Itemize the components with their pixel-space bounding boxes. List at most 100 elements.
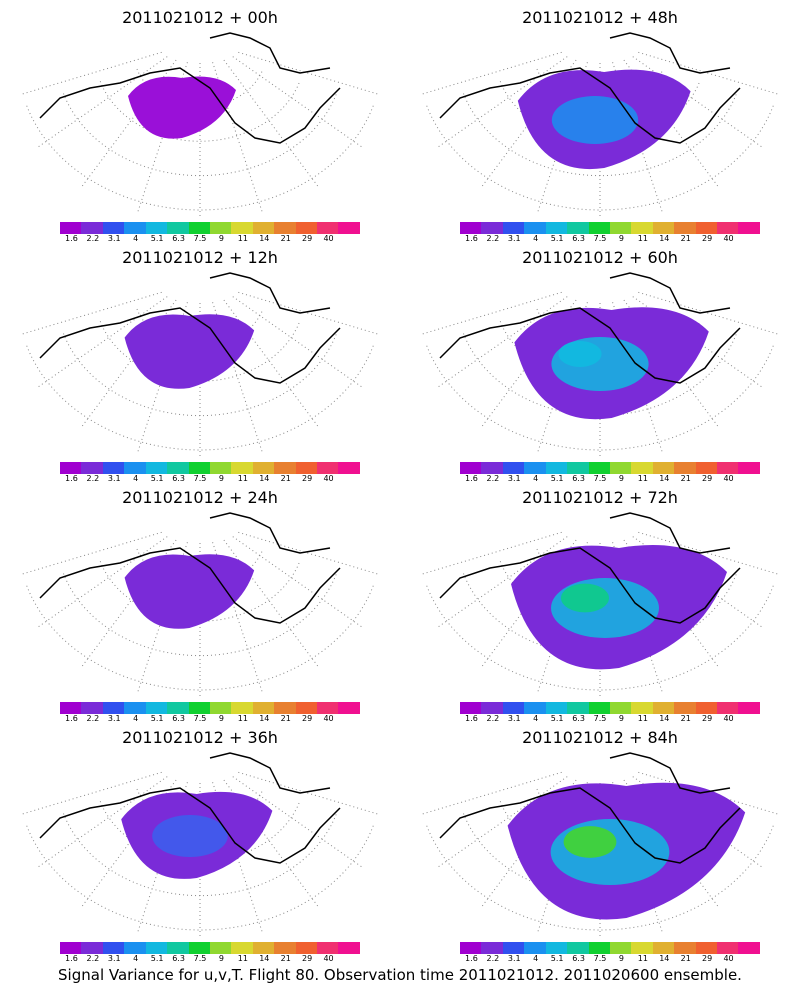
variance-core (551, 96, 639, 144)
meridian-line (136, 62, 188, 215)
colorbar-tick-label: 29 (702, 714, 713, 723)
colorbar-labels: 1.6 2.2 3.1 4 5.1 6.3 7.5 9 11 14 21 29 40 (60, 474, 360, 484)
meridian-line (223, 539, 320, 669)
meridian-line (238, 291, 380, 336)
colorbar-tick-label: 1.6 (465, 714, 478, 723)
colorbar-swatch (81, 702, 103, 714)
colorbar-swatch (274, 702, 296, 714)
colorbar-tick-label: 4 (133, 234, 139, 243)
colorbar-tick-label: 6.3 (572, 474, 585, 483)
colorbar-tick-label: 3.1 (107, 954, 121, 963)
colorbar-tick-label: 29 (302, 714, 313, 723)
colorbar-tick-label: 7.5 (593, 234, 607, 243)
colorbar-swatch (738, 942, 760, 954)
colorbar-tick-label: 5.1 (550, 234, 564, 243)
colorbar-tick-label: 3.1 (107, 234, 121, 243)
colorbar-swatch (631, 462, 653, 474)
colorbar-tick-label: 6.3 (572, 714, 585, 723)
colorbar-swatch (717, 942, 739, 954)
colorbar-swatch (652, 942, 675, 954)
latitude-circle (426, 105, 774, 211)
colorbar-swatch (317, 222, 339, 234)
colorbar-tick-label: 2.2 (86, 954, 100, 963)
colorbar-swatch (524, 942, 546, 954)
colorbar-tick-label: 40 (323, 954, 334, 963)
colorbar-tick-label: 11 (237, 474, 248, 483)
colorbar-tick-label: 7.5 (193, 474, 207, 483)
colorbar-swatch (545, 222, 568, 234)
meridian-line (420, 531, 562, 576)
colorbar-swatch (274, 222, 296, 234)
colorbar-tick-label: 21 (280, 234, 291, 243)
colorbar-tick-label: 3.1 (507, 714, 521, 723)
polar-map (20, 272, 380, 458)
colorbar-swatch (545, 942, 568, 954)
variance-peak (561, 583, 609, 613)
latitude-circle (26, 585, 374, 691)
colorbar-tick-label: 14 (659, 714, 670, 723)
colorbar-swatch (588, 702, 610, 714)
colorbar-swatch (674, 702, 696, 714)
colorbar-swatch (145, 222, 168, 234)
colorbar-swatch (60, 462, 82, 474)
colorbar-tick-label: 3.1 (507, 474, 521, 483)
colorbar-labels: 1.6 2.2 3.1 4 5.1 6.3 7.5 9 11 14 21 29 40 (460, 714, 760, 724)
colorbar-tick-label: 1.6 (465, 234, 478, 243)
colorbar-swatch (209, 222, 232, 234)
colorbar-swatch (717, 702, 739, 714)
colorbar-labels: 1.6 2.2 3.1 4 5.1 6.3 7.5 9 11 14 21 29 40 (460, 474, 760, 484)
colorbar-tick-label: 14 (259, 474, 270, 483)
colorbar-tick-label: 3.1 (107, 714, 121, 723)
coastline (39, 272, 341, 384)
colorbar-swatch (567, 702, 589, 714)
meridian-line (632, 56, 765, 149)
coastline (439, 32, 741, 144)
meridian-line (223, 59, 320, 189)
latitude-circle (26, 105, 374, 211)
colorbar-tick-label: 6.3 (172, 234, 185, 243)
colorbar-tick-label: 21 (680, 234, 691, 243)
colorbar-tick-label: 40 (723, 234, 734, 243)
colorbar-tick-label: 2.2 (486, 714, 500, 723)
colorbar-tick-label: 11 (637, 714, 648, 723)
colorbar-swatch (502, 942, 525, 954)
colorbar-tick-label: 14 (659, 474, 670, 483)
colorbar-swatch (674, 222, 696, 234)
variance-peak (563, 826, 617, 858)
meridian-line (212, 302, 264, 455)
panel-title: 2011021012 + 24h (122, 488, 278, 507)
colorbar-swatch (81, 942, 103, 954)
colorbar-tick-label: 7.5 (593, 474, 607, 483)
colorbar-swatch (81, 222, 103, 234)
colorbar-tick-label: 5.1 (150, 954, 164, 963)
colorbar-swatch (252, 702, 275, 714)
colorbar-tick-label: 11 (237, 954, 248, 963)
colorbar-swatch (295, 702, 318, 714)
colorbar-tick-label: 29 (702, 234, 713, 243)
colorbar-swatch (60, 942, 82, 954)
colorbar-tick-label: 40 (323, 474, 334, 483)
colorbar-tick-label: 4 (133, 714, 139, 723)
colorbar-swatch (188, 462, 210, 474)
colorbar-swatch (588, 222, 610, 234)
colorbar-tick-label: 6.3 (572, 954, 585, 963)
colorbar-swatch (524, 462, 546, 474)
meridian-line (232, 536, 365, 629)
colorbar-swatch (338, 702, 360, 714)
colorbar-swatch (481, 222, 503, 234)
colorbar-swatch (338, 942, 360, 954)
colorbar-swatch (167, 462, 189, 474)
colorbar-swatch (460, 702, 482, 714)
coastline (439, 752, 741, 864)
colorbar-swatch (609, 702, 632, 714)
colorbar-tick-label: 7.5 (193, 714, 207, 723)
colorbar-swatch (481, 462, 503, 474)
meridian-line (420, 771, 562, 816)
colorbar-tick-label: 2.2 (486, 474, 500, 483)
colorbar-swatch (317, 462, 339, 474)
meridian-line (80, 59, 177, 189)
coastline (439, 272, 741, 384)
colorbar-tick-label: 6.3 (172, 954, 185, 963)
meridian-line (212, 62, 264, 215)
variance-field (124, 554, 255, 629)
